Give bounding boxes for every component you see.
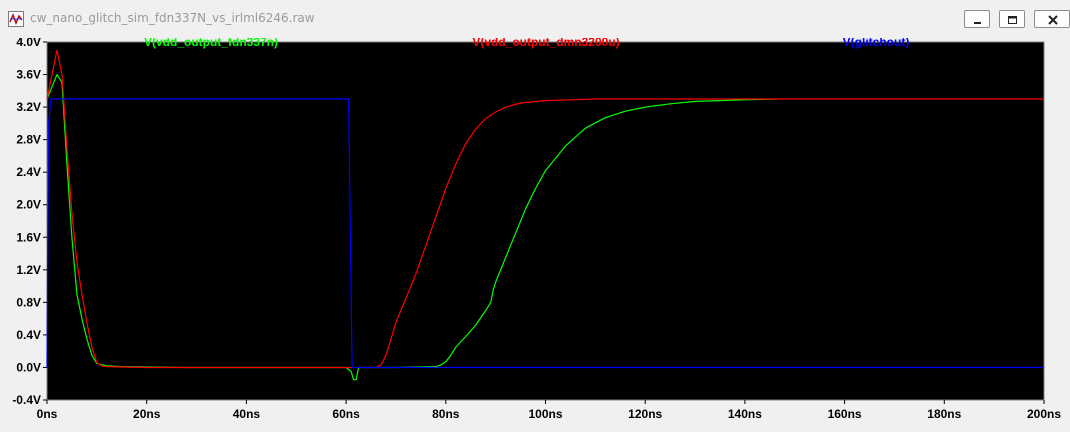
x-tick-label: 180ns [927,407,961,421]
y-tick-label: 2.8V [16,133,41,147]
y-tick-label: 3.2V [16,100,41,114]
legend-label-3[interactable]: V(glitchout) [843,38,910,49]
restore-icon [1008,16,1017,24]
x-tick-label: 200ns [1027,407,1061,421]
window-titlebar: cw_nano_glitch_sim_fdn337N_vs_irlml6246.… [0,0,1070,38]
x-tick-label: 0ns [37,407,58,421]
x-tick-label: 80ns [432,407,460,421]
waveform-chart[interactable]: 4.0V 3.6V 3.2V 2.8V 2.4V 2.0V 1.6V 1.2V 0.8V 0.4V… [0,38,1070,432]
x-tick-label: 140ns [728,407,762,421]
y-tick-label: 0.0V [16,360,41,374]
y-tick-label: 0.4V [16,328,41,342]
y-tick-label: 0.8V [16,295,41,309]
x-tick-label: 20ns [133,407,161,421]
waveform-viewer: 4.0V 3.6V 3.2V 2.8V 2.4V 2.0V 1.6V 1.2V 0.8V 0.4V… [0,38,1070,432]
x-tick-label: 160ns [828,407,862,421]
window-title: cw_nano_glitch_sim_fdn337N_vs_irlml6246.… [30,11,315,25]
series-line-1[interactable] [46,73,778,381]
x-tick-label: 120ns [628,407,662,421]
x-tick-label: 40ns [233,407,261,421]
close-icon [1048,15,1058,25]
y-tick-label: 1.6V [16,230,41,244]
plot-background [47,42,1044,400]
y-tick-label: 2.0V [16,198,41,212]
series-line-2[interactable] [46,49,1044,369]
y-tick-label: 3.6V [16,68,41,82]
series-line-3[interactable] [46,98,1044,369]
restore-button[interactable] [999,10,1025,28]
minimize-button[interactable] [964,10,990,28]
x-tick-label: 60ns [332,407,360,421]
y-tick-label: 4.0V [16,38,41,49]
x-tick-label: 100ns [528,407,562,421]
y-tick-label: -0.4V [12,393,41,407]
y-tick-label: 2.4V [16,165,41,179]
minimize-icon [974,22,981,24]
ltspice-waveform-icon [8,11,24,27]
y-tick-label: 1.2V [16,263,41,277]
close-button[interactable] [1034,10,1070,28]
legend-label-2[interactable]: V(vdd_output_dmn3200u) [472,38,619,49]
legend-label-1[interactable]: V(vdd_output_fdn337n) [144,38,278,49]
